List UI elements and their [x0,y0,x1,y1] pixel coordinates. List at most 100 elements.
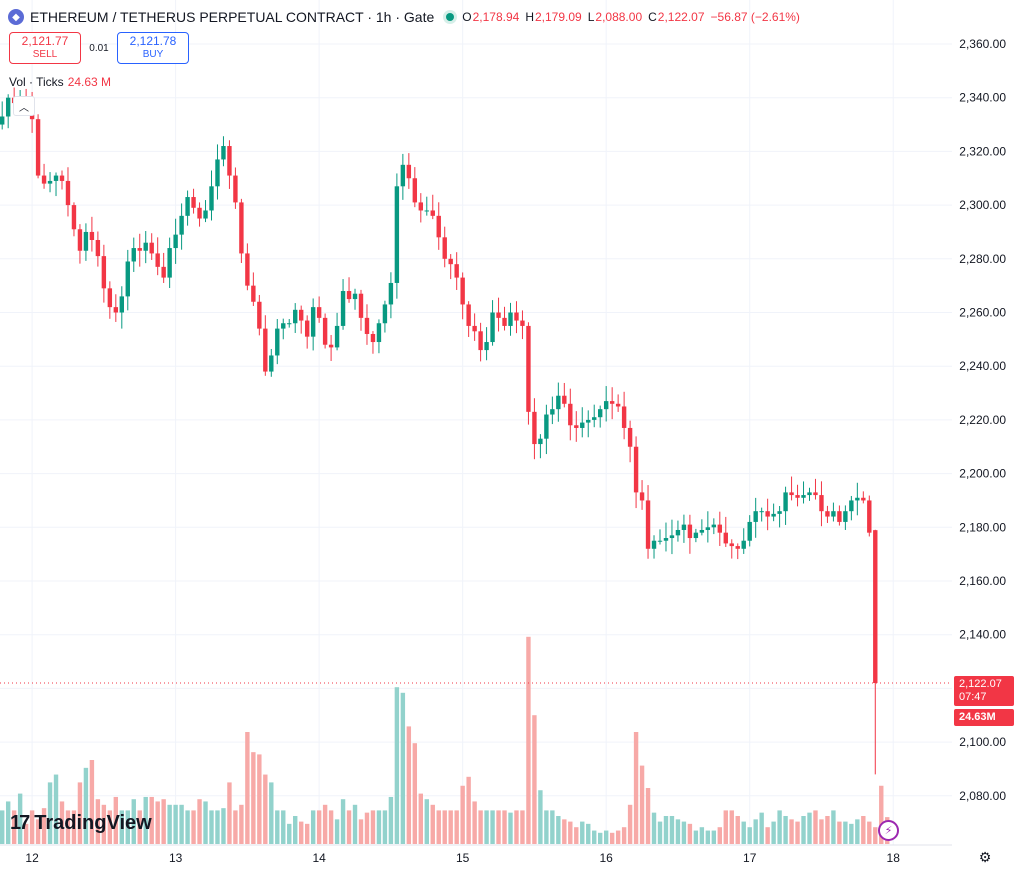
candle [639,480,645,510]
candle [113,294,119,322]
candle [101,244,107,303]
candle [436,202,441,250]
sell-label: SELL [32,49,58,60]
collapse-chevron-up-icon[interactable]: ︿ [13,96,35,116]
volume-bar [47,782,53,844]
volume-bar [131,799,136,844]
volume-bar [269,782,274,844]
volume-bar [687,823,693,844]
sell-button[interactable]: 2,121.77 SELL [9,32,81,64]
ohlc-close: C2,122.07 [648,10,705,24]
volume-bar [173,804,178,844]
volume-bar [245,732,250,844]
candle [352,288,358,310]
volume-bar [221,808,226,844]
y-tick-label: 2,300.00 [959,198,1006,212]
volume-bar [155,801,160,844]
candle [520,310,525,340]
candle [53,172,59,197]
volume-legend-value: 24.63 M [67,75,112,89]
volume-bar [693,830,699,844]
candle [538,434,543,459]
gear-icon[interactable]: ⚙ [978,848,992,865]
candle [645,485,651,559]
candle [71,202,77,237]
volume-bar [550,810,555,844]
volume-bar [107,810,113,844]
volume-bar [346,810,352,844]
x-tick-label: 14 [312,851,326,865]
candle [358,289,364,331]
candle [759,507,764,522]
volume-bar [819,819,824,844]
lightning-icon[interactable]: ⚡ [878,820,899,841]
volume-bar [777,810,782,844]
bar-countdown: 07:47 [959,691,987,703]
y-tick-label: 2,180.00 [959,520,1006,534]
buy-button[interactable]: 2,121.78 BUY [117,32,189,64]
volume-bar [358,819,364,844]
candle [669,519,675,555]
candle [197,202,202,227]
volume-bar [322,804,328,844]
candle [574,411,579,442]
volume-bar [310,810,316,844]
candle [59,170,65,190]
candle [376,319,382,354]
candle [741,528,746,554]
volume-bar [849,823,854,844]
candle [334,312,340,351]
volume-bar [406,726,412,844]
candle [65,167,71,217]
candle [119,286,124,329]
volume-bar [669,816,675,844]
candle [304,315,310,349]
candle [460,272,465,320]
volume-bar [95,799,101,844]
volume-bar [508,812,513,844]
volume-bar [89,760,95,844]
volume-bar [11,810,17,844]
volume-bar [83,767,89,844]
candle [777,506,782,528]
candle [514,301,519,334]
candle [77,224,83,264]
candle [484,327,489,361]
volume-bar [478,810,483,844]
candle [627,420,633,463]
volume-bar [316,810,322,844]
tradingview-logo[interactable]: 17 TradingView [10,812,152,835]
candle [807,487,812,501]
volume-bar [299,821,304,844]
candle [598,405,603,428]
candle [729,539,734,559]
volume-bar [873,827,878,844]
candle [406,153,412,189]
volume-bar [639,765,645,844]
volume-bar [460,785,465,844]
volume-bar [137,810,142,844]
volume-bar [514,810,519,844]
candle [699,519,705,536]
candle [275,319,280,365]
candle [843,505,848,530]
candle [394,173,400,299]
candle [269,348,274,377]
volume-bar [621,827,627,844]
candles [0,87,878,775]
symbol-title[interactable]: ETHEREUM / TETHERUS PERPETUAL CONTRACT ·… [30,9,435,25]
candle [735,543,740,560]
volume-bar [801,816,806,844]
y-tick-label: 2,100.00 [959,735,1006,749]
candle [813,478,818,500]
tradingview-logo-text: TradingView [34,812,152,834]
volume-bar [627,804,633,844]
candle [191,188,196,214]
volume-bar [191,810,196,844]
volume-bar [149,796,154,844]
candle [221,136,226,167]
candle [382,300,388,333]
volume-legend[interactable]: Vol · Ticks 24.63 M [9,75,111,89]
volume-bar [215,810,220,844]
